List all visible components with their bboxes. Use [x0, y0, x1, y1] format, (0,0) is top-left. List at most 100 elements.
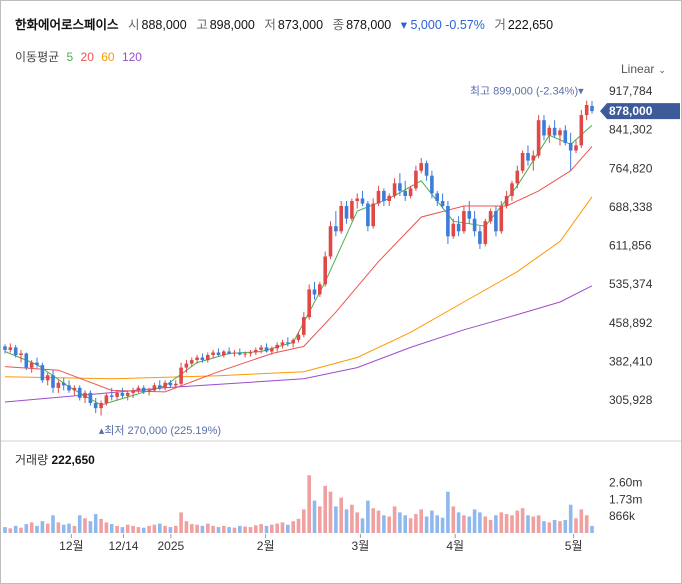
volume-bar: [312, 500, 317, 534]
volume-tick-label: 1.73m: [609, 492, 642, 506]
candle-body: [515, 170, 520, 184]
last-price-tag: [600, 103, 680, 120]
candle-body: [403, 190, 407, 196]
candle-body: [35, 362, 39, 366]
volume-label: 거: [494, 18, 506, 32]
candle-body: [120, 392, 125, 396]
volume-bar: [584, 515, 589, 533]
volume-bar: [536, 515, 541, 533]
candle-body: [414, 170, 418, 189]
candle-body: [104, 395, 109, 403]
moving-average-legend[interactable]: 이동평균 5 20 60 120: [15, 48, 146, 65]
open-label: 시: [128, 18, 140, 32]
candle-body: [494, 211, 498, 232]
volume-bar: [163, 525, 167, 533]
volume-bar: [141, 527, 146, 533]
candle-body: [382, 190, 386, 201]
volume-value: 222,650: [507, 18, 554, 32]
volume-bar: [499, 512, 504, 533]
ma5-line: [4, 124, 593, 406]
volume-bar: [67, 523, 71, 533]
candle-body: [344, 206, 349, 219]
candle-body: [190, 360, 194, 364]
volume-bar: [77, 515, 82, 533]
volume-bar: [35, 525, 39, 533]
candle-body: [158, 385, 162, 388]
volume-bar: [440, 517, 445, 533]
candle-body: [568, 142, 573, 151]
candle-body: [136, 387, 141, 391]
candle-body: [547, 127, 552, 136]
candle-body: [29, 362, 34, 368]
time-tick-label: 2월: [257, 539, 275, 553]
candle-body: [51, 375, 55, 388]
candle-body: [574, 145, 578, 151]
stock-name: 한화에어로스페이스: [15, 18, 119, 32]
candle-body: [478, 231, 482, 244]
candle-body: [3, 346, 7, 350]
candle-body: [451, 223, 456, 237]
high-value: 898,000: [209, 18, 255, 32]
volume-bar: [430, 510, 434, 533]
candle-body: [248, 352, 253, 354]
volume-bar: [45, 523, 50, 533]
candle-body: [435, 193, 439, 201]
price-tick-label: 764,820: [609, 161, 653, 175]
candle-body: [56, 382, 61, 388]
volume-tick-label: 2.60m: [609, 475, 642, 489]
candle-body: [510, 183, 514, 196]
candle-body: [371, 203, 375, 227]
volume-bar: [472, 509, 477, 533]
volume-panel-title: 거래량 222,650: [15, 451, 95, 468]
candle-body: [350, 201, 354, 219]
candle-body: [302, 317, 306, 335]
volume-bar: [520, 508, 525, 533]
volume-bar: [206, 523, 210, 533]
candles: [3, 100, 594, 416]
candle-body: [206, 355, 210, 361]
price-tick-label: 688,338: [609, 200, 653, 214]
volume-bar: [195, 524, 199, 533]
ma60-line: [4, 196, 593, 380]
candle-body: [360, 198, 365, 204]
volume-bar: [563, 520, 568, 533]
volume-axis: 2.60m 1.73m 866k: [609, 475, 642, 523]
candle-body: [392, 183, 397, 196]
candle-body: [259, 347, 263, 350]
volume-bar: [243, 526, 247, 533]
candle-body: [13, 347, 18, 355]
candle-body: [24, 353, 29, 368]
time-tick-label: 12/14: [108, 539, 138, 553]
candle-body: [147, 390, 151, 392]
volume-bar: [259, 524, 263, 533]
moving-average-lines: [4, 124, 593, 406]
candle-body: [131, 390, 135, 393]
volume-bar: [168, 527, 173, 533]
scale-mode-dropdown[interactable]: Linear ⌄: [621, 62, 666, 76]
candle-body: [456, 223, 461, 232]
volume-bar: [334, 506, 338, 533]
candle-body: [264, 347, 269, 352]
volume-panel-label: 거래량: [15, 453, 49, 467]
volume-bar: [414, 514, 418, 533]
candle-body: [526, 153, 530, 161]
volume-bar: [344, 509, 349, 533]
candle-body: [67, 385, 71, 391]
candle-body: [472, 218, 477, 232]
chevron-down-icon: ⌄: [658, 65, 666, 75]
candle-body: [291, 339, 295, 344]
volume-bar: [61, 524, 66, 533]
volume-bar: [408, 518, 413, 534]
price-summary-header: 한화에어로스페이스 시 888,000 고 898,000 저 873,000 종 87…: [15, 14, 559, 33]
volume-bar: [371, 508, 375, 533]
price-tick-label: 611,856: [609, 239, 652, 253]
ma-20-label: 20: [80, 50, 94, 64]
volume-bar: [456, 512, 461, 533]
volume-bar: [40, 521, 45, 533]
candle-body: [227, 351, 231, 354]
candle-body: [387, 195, 391, 201]
volume-bar: [515, 510, 520, 533]
open-value: 888,000: [141, 18, 187, 32]
volume-bar: [232, 527, 237, 533]
